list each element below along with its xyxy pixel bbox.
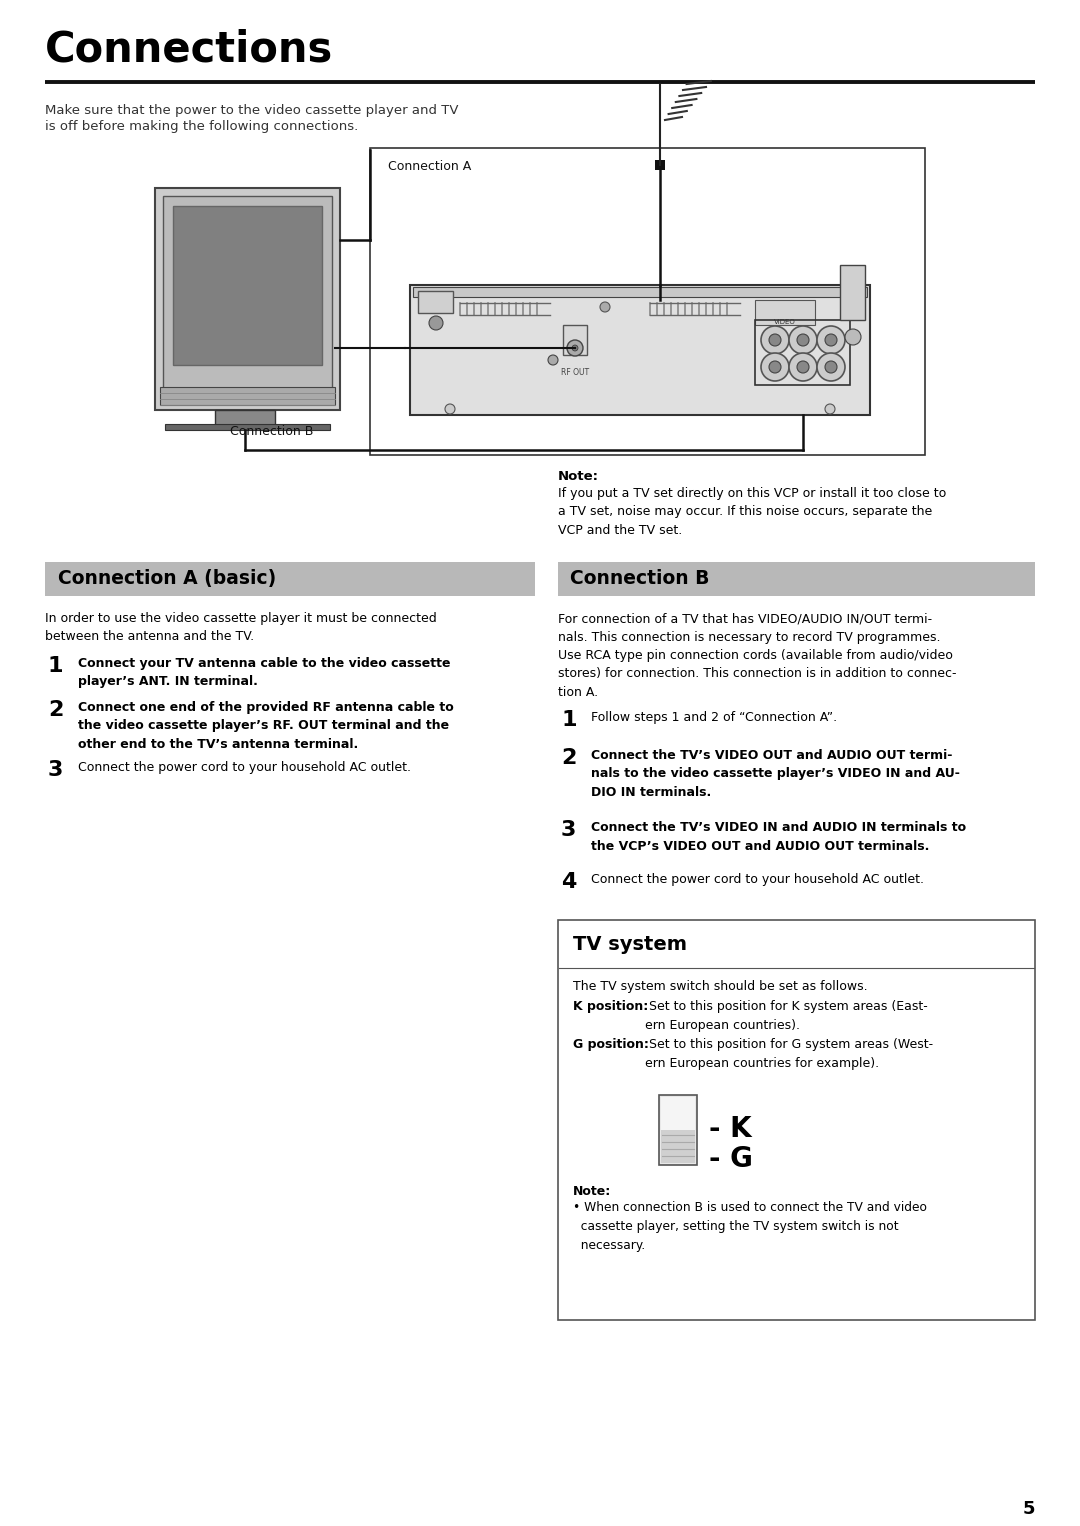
Text: 3: 3 [561,819,577,839]
Text: 1: 1 [48,656,64,676]
Text: Set to this position for K system areas (East-
ern European countries).: Set to this position for K system areas … [645,1000,928,1032]
Text: 2: 2 [48,700,64,720]
Circle shape [761,353,789,382]
Circle shape [797,334,809,346]
Text: The TV system switch should be set as follows.: The TV system switch should be set as fo… [573,980,867,993]
Bar [163,195,332,401]
Bar [418,291,453,313]
Bar [755,320,850,385]
Bar [215,410,275,426]
Text: Set to this position for G system areas (West-
ern European countries for exampl: Set to this position for G system areas … [645,1038,933,1070]
Circle shape [769,334,781,346]
Circle shape [769,362,781,372]
Circle shape [816,327,845,354]
Bar [840,266,865,320]
Text: 3: 3 [48,760,64,780]
Text: Connection B: Connection B [230,426,313,438]
Text: Connect the TV’s VIDEO OUT and AUDIO OUT termi-
nals to the video cassette playe: Connect the TV’s VIDEO OUT and AUDIO OUT… [591,749,960,800]
Text: 1: 1 [561,710,577,729]
Text: Connection A: Connection A [388,160,471,172]
Text: - G: - G [708,1144,753,1173]
Text: 5: 5 [1023,1500,1035,1518]
Text: - K: - K [708,1116,752,1143]
Bar [173,206,322,365]
Circle shape [845,330,861,345]
Circle shape [761,327,789,354]
Text: Connect the power cord to your household AC outlet.: Connect the power cord to your household… [78,761,411,774]
Text: Connect one end of the provided RF antenna cable to
the video cassette player’s : Connect one end of the provided RF anten… [78,700,454,751]
Bar [558,562,1035,597]
Bar [558,920,1035,1320]
Text: G position:: G position: [573,1038,649,1051]
Bar [413,287,867,298]
Bar [654,160,665,169]
Circle shape [825,404,835,414]
Text: • When connection B is used to connect the TV and video
  cassette player, setti: • When connection B is used to connect t… [573,1201,927,1251]
Text: Connection B: Connection B [570,569,710,588]
Circle shape [797,362,809,372]
Bar [563,325,588,356]
Text: Connect your TV antenna cable to the video cassette
player’s ANT. IN terminal.: Connect your TV antenna cable to the vid… [78,658,450,688]
Bar [410,285,870,415]
Circle shape [429,316,443,330]
Text: Connect the power cord to your household AC outlet.: Connect the power cord to your household… [591,873,924,887]
Circle shape [600,302,610,311]
Bar [160,388,335,404]
Text: Connect the TV’s VIDEO IN and AUDIO IN terminals to
the VCP’s VIDEO OUT and AUDI: Connect the TV’s VIDEO IN and AUDIO IN t… [591,821,967,853]
Text: 2: 2 [561,748,577,768]
Bar [661,1097,696,1129]
Bar [156,188,340,410]
Text: In order to use the video cassette player it must be connected
between the anten: In order to use the video cassette playe… [45,612,436,644]
Text: 4: 4 [561,871,577,893]
Text: Follow steps 1 and 2 of “Connection A”.: Follow steps 1 and 2 of “Connection A”. [591,711,837,723]
Text: Note:: Note: [573,1186,611,1198]
Bar [659,1096,697,1164]
Circle shape [789,353,816,382]
Text: TV system: TV system [573,935,687,954]
Text: Connections: Connections [45,27,334,70]
Text: is off before making the following connections.: is off before making the following conne… [45,121,359,133]
Text: If you put a TV set directly on this VCP or install it too close to
a TV set, no: If you put a TV set directly on this VCP… [558,487,946,537]
Text: K position:: K position: [573,1000,648,1013]
Circle shape [789,327,816,354]
Circle shape [567,340,583,356]
Bar [370,148,924,455]
Bar [755,301,815,325]
Text: Note:: Note: [558,470,599,484]
Circle shape [572,345,578,351]
Text: VIDEO: VIDEO [774,319,796,325]
Text: Make sure that the power to the video cassette player and TV: Make sure that the power to the video ca… [45,104,459,118]
Text: For connection of a TV that has VIDEO/AUDIO IN/OUT termi-
nals. This connection : For connection of a TV that has VIDEO/AU… [558,612,957,699]
Bar [165,424,330,430]
Circle shape [816,353,845,382]
Circle shape [445,404,455,414]
Text: Connection A (basic): Connection A (basic) [58,569,276,588]
Circle shape [548,356,558,365]
Text: RF OUT: RF OUT [561,368,589,377]
Circle shape [825,334,837,346]
Bar [661,1129,696,1163]
Bar [45,562,535,597]
Circle shape [825,362,837,372]
